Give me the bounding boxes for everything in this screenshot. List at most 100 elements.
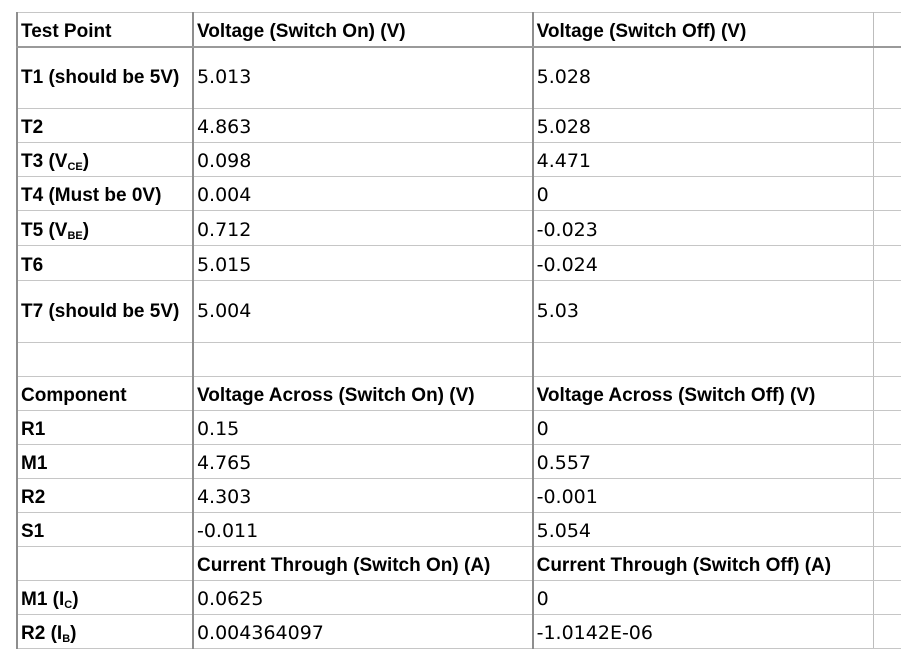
measurement-table: Test Point Voltage (Switch On) (V) Volta…: [16, 12, 901, 649]
header-cell-empty[interactable]: [16, 546, 194, 581]
value-cell-off[interactable]: 5.028: [531, 46, 874, 109]
empty-cell[interactable]: [872, 444, 901, 479]
row-label-end: ): [70, 623, 77, 644]
value-cell-off[interactable]: 0: [531, 176, 874, 211]
header-cell-voltage-off[interactable]: Voltage (Switch Off) (V): [531, 12, 874, 48]
header-cell-test-point[interactable]: Test Point: [16, 12, 194, 48]
row-label: T5 (V: [21, 220, 68, 241]
row-label-cell[interactable]: T1 (should be 5V): [16, 46, 194, 109]
value-cell-on[interactable]: 4.303: [191, 478, 534, 513]
value-cell-on[interactable]: 0.004: [191, 176, 534, 211]
header-cell-component[interactable]: Component: [16, 376, 194, 411]
value-cell-off[interactable]: -0.001: [531, 478, 874, 513]
empty-cell[interactable]: [872, 410, 901, 445]
row-label: T1 (should be 5V): [21, 67, 180, 89]
value-cell-off[interactable]: -0.023: [531, 210, 874, 246]
value-cell-on[interactable]: 5.015: [191, 245, 534, 281]
row-label-cell[interactable]: R2: [16, 478, 194, 513]
value-cell-off[interactable]: 0: [531, 580, 874, 615]
row-label: T4 (Must be 0V): [21, 185, 162, 206]
value-cell-on[interactable]: 5.004: [191, 280, 534, 343]
empty-row: [16, 342, 901, 377]
table-row: T6 5.015 -0.024: [16, 245, 901, 281]
row-label: R2 (I: [21, 623, 63, 644]
header-row-currents: Current Through (Switch On) (A) Current …: [16, 546, 901, 581]
empty-cell[interactable]: [872, 512, 901, 547]
table-row: T5 (VBE) 0.712 -0.023: [16, 210, 901, 246]
header-cell-voltage-on[interactable]: Voltage (Switch On) (V): [191, 12, 534, 48]
table-row: T2 4.863 5.028: [16, 108, 901, 143]
empty-cell[interactable]: [872, 614, 901, 649]
row-label: T2: [21, 117, 44, 138]
row-label-end: ): [72, 589, 79, 610]
header-cell-current-on[interactable]: Current Through (Switch On) (A): [191, 546, 534, 581]
header-row-components: Component Voltage Across (Switch On) (V)…: [16, 376, 901, 411]
row-label-subscript: CE: [67, 161, 83, 173]
row-label-cell[interactable]: M1: [16, 444, 194, 479]
value-cell-off[interactable]: 0.557: [531, 444, 874, 479]
header-cell-current-off[interactable]: Current Through (Switch Off) (A): [531, 546, 874, 581]
empty-cell[interactable]: [531, 342, 874, 377]
row-label-cell[interactable]: T3 (VCE): [16, 142, 194, 177]
row-label-cell[interactable]: T7 (should be 5V): [16, 280, 194, 343]
row-label-subscript: C: [64, 599, 73, 611]
value-cell-off[interactable]: 5.028: [531, 108, 874, 143]
empty-cell[interactable]: [872, 580, 901, 615]
header-cell-voltage-across-off[interactable]: Voltage Across (Switch Off) (V): [531, 376, 874, 411]
empty-cell[interactable]: [872, 546, 901, 581]
value-cell-on[interactable]: -0.011: [191, 512, 534, 547]
value-cell-off[interactable]: 4.471: [531, 142, 874, 177]
row-label-cell[interactable]: T2: [16, 108, 194, 143]
value-cell-on[interactable]: 0.098: [191, 142, 534, 177]
empty-cell[interactable]: [872, 245, 901, 281]
row-label-subscript: BE: [67, 230, 83, 242]
row-label: T6: [21, 255, 44, 276]
row-label-cell[interactable]: M1 (IC): [16, 580, 194, 615]
header-row-test-points: Test Point Voltage (Switch On) (V) Volta…: [16, 12, 901, 48]
row-label-cell[interactable]: R2 (IB): [16, 614, 194, 649]
value-cell-off[interactable]: 5.054: [531, 512, 874, 547]
empty-cell[interactable]: [872, 342, 901, 377]
value-cell-off[interactable]: 5.03: [531, 280, 874, 343]
empty-cell[interactable]: [16, 342, 194, 377]
row-label: T7 (should be 5V): [21, 301, 180, 322]
value-cell-on[interactable]: 0.0625: [191, 580, 534, 615]
value-cell-on[interactable]: 0.712: [191, 210, 534, 246]
table-row: T4 (Must be 0V) 0.004 0: [16, 176, 901, 211]
empty-cell[interactable]: [872, 280, 901, 343]
value-cell-off[interactable]: -0.024: [531, 245, 874, 281]
empty-cell[interactable]: [872, 478, 901, 513]
value-cell-on[interactable]: 0.004364097: [191, 614, 534, 649]
table-row: R2 (IB) 0.004364097 -1.0142E-06: [16, 614, 901, 649]
table-row: R1 0.15 0: [16, 410, 901, 445]
value-cell-off[interactable]: 0: [531, 410, 874, 445]
header-cell-voltage-across-on[interactable]: Voltage Across (Switch On) (V): [191, 376, 534, 411]
value-cell-on[interactable]: 5.013: [191, 46, 534, 109]
value-cell-on[interactable]: 0.15: [191, 410, 534, 445]
empty-cell[interactable]: [872, 210, 901, 246]
table-row: T1 (should be 5V) 5.013 5.028: [16, 46, 901, 109]
table-row: T7 (should be 5V) 5.004 5.03: [16, 280, 901, 343]
empty-cell[interactable]: [872, 376, 901, 411]
value-cell-on[interactable]: 4.863: [191, 108, 534, 143]
empty-cell[interactable]: [872, 12, 901, 48]
row-label-cell[interactable]: T5 (VBE): [16, 210, 194, 246]
empty-cell[interactable]: [872, 176, 901, 211]
empty-cell[interactable]: [872, 46, 901, 109]
row-label-cell[interactable]: R1: [16, 410, 194, 445]
value-cell-on[interactable]: 4.765: [191, 444, 534, 479]
empty-cell[interactable]: [191, 342, 534, 377]
row-label-cell[interactable]: T6: [16, 245, 194, 281]
table-row: R2 4.303 -0.001: [16, 478, 901, 513]
row-label-subscript: B: [62, 633, 71, 645]
value-cell-off[interactable]: -1.0142E-06: [531, 614, 874, 649]
table-row: M1 (IC) 0.0625 0: [16, 580, 901, 615]
row-label-cell[interactable]: T4 (Must be 0V): [16, 176, 194, 211]
empty-cell[interactable]: [872, 142, 901, 177]
table-row: M1 4.765 0.557: [16, 444, 901, 479]
row-label-end: ): [82, 220, 90, 241]
row-label-cell[interactable]: S1: [16, 512, 194, 547]
empty-cell[interactable]: [872, 108, 901, 143]
row-label: M1 (I: [21, 589, 65, 610]
